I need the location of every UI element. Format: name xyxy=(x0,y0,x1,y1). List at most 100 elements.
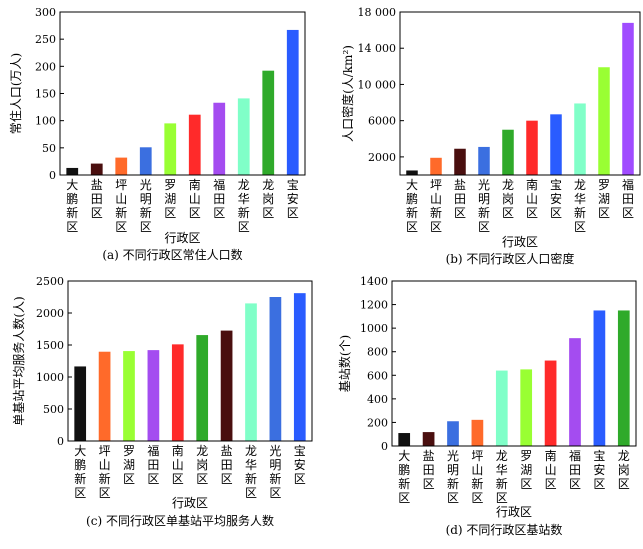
y-tick-label: 200 xyxy=(35,60,56,73)
y-axis-title: 人口密度(人/km²) xyxy=(340,45,355,142)
y-tick-label: 0 xyxy=(381,440,388,453)
bar-9 xyxy=(262,70,275,175)
bar-2 xyxy=(430,157,442,175)
y-tick-label: 150 xyxy=(35,88,56,101)
category-label: 福田区 xyxy=(622,177,634,220)
category-label: 罗湖区 xyxy=(520,449,532,491)
panel-caption: (b) 不同行政区人口密度 xyxy=(446,251,575,266)
bar-6 xyxy=(520,369,533,446)
bar-7 xyxy=(213,102,226,175)
y-tick-label: 800 xyxy=(367,346,388,359)
panel-caption: (d) 不同行政区基站数 xyxy=(446,522,563,537)
category-label: 光明新区 xyxy=(140,178,152,234)
y-tick-label: 1200 xyxy=(360,299,388,312)
category-label: 南山区 xyxy=(172,443,184,486)
bar-3 xyxy=(123,351,135,441)
category-label: 大鹏新区 xyxy=(74,444,86,500)
y-tick-label: 2000 xyxy=(36,307,64,320)
y-tick-label: 300 xyxy=(35,6,56,19)
category-label: 盐田区 xyxy=(91,178,103,220)
bar-7 xyxy=(220,330,233,441)
bar-7 xyxy=(544,360,557,446)
category-label: 宝安区 xyxy=(550,178,562,220)
bar-1 xyxy=(398,433,411,446)
y-tick-label: 2500 xyxy=(36,275,64,288)
y-tick-label: 500 xyxy=(43,403,64,416)
y-axis-title: 单基站平均服务人数(人) xyxy=(11,296,26,425)
panel-caption: (a) 不同行政区常住人口数 xyxy=(102,247,242,262)
bar-5 xyxy=(171,344,184,441)
category-label: 龙岗区 xyxy=(618,449,630,491)
bar-2 xyxy=(422,432,435,446)
bar-9 xyxy=(593,310,606,446)
y-tick-label: 0 xyxy=(49,169,56,182)
bar-4 xyxy=(471,419,484,446)
bar-3 xyxy=(115,157,128,175)
category-label: 宝安区 xyxy=(294,444,306,486)
category-label: 龙岗区 xyxy=(502,178,514,220)
bar-8 xyxy=(569,338,581,446)
y-axis-title: 常住人口(万人) xyxy=(9,53,23,134)
y-tick-label: 14 000 xyxy=(358,42,397,55)
category-label: 南山区 xyxy=(526,177,538,220)
bar-9 xyxy=(598,67,610,175)
bar-6 xyxy=(196,335,209,441)
category-label: 福田区 xyxy=(569,448,581,491)
category-label: 罗湖区 xyxy=(598,178,610,220)
category-label: 宝安区 xyxy=(287,178,299,220)
y-tick-label: 1400 xyxy=(360,275,388,288)
category-label: 龙华新区 xyxy=(496,449,508,505)
x-axis-title: 行政区 xyxy=(172,496,208,510)
category-label: 大鹏新区 xyxy=(66,178,78,234)
bar-7 xyxy=(550,114,562,175)
category-label: 光明新区 xyxy=(447,449,459,505)
category-label: 盐田区 xyxy=(423,449,435,491)
bar-2 xyxy=(98,351,111,441)
category-label: 罗湖区 xyxy=(123,444,135,486)
category-label: 光明新区 xyxy=(478,178,490,234)
bar-4 xyxy=(139,147,152,175)
bar-6 xyxy=(526,120,538,175)
bar-10 xyxy=(617,310,630,446)
bar-6 xyxy=(188,114,201,175)
category-label: 罗湖区 xyxy=(164,178,176,220)
y-tick-label: 1500 xyxy=(36,339,64,352)
y-tick-label: 200 xyxy=(367,416,388,429)
category-label: 坪山新区 xyxy=(99,444,111,500)
bar-3 xyxy=(447,421,459,446)
panel-caption: (c) 不同行政区单基站平均服务人数 xyxy=(86,513,274,528)
y-tick-label: 600 xyxy=(367,369,388,382)
bar-9 xyxy=(269,297,282,441)
bar-1 xyxy=(66,167,79,175)
bar-3 xyxy=(454,148,466,175)
category-label: 南山区 xyxy=(189,177,201,220)
bar-8 xyxy=(245,303,257,441)
x-axis-title: 行政区 xyxy=(164,231,200,245)
y-tick-label: 100 xyxy=(35,115,56,128)
plot-frame xyxy=(391,280,637,447)
bar-10 xyxy=(293,293,306,441)
bar-8 xyxy=(574,103,586,175)
y-tick-label: 10 000 xyxy=(358,78,397,91)
category-label: 大鹏新区 xyxy=(406,178,418,234)
plot-frame xyxy=(399,11,641,176)
y-tick-label: 18 000 xyxy=(358,6,397,19)
bar-5 xyxy=(164,123,177,175)
y-tick-label: 1000 xyxy=(36,371,64,384)
y-tick-label: 250 xyxy=(35,33,56,46)
category-label: 坪山新区 xyxy=(115,178,127,234)
y-tick-label: 6000 xyxy=(368,115,396,128)
category-label: 盐田区 xyxy=(221,444,233,486)
category-label: 光明新区 xyxy=(269,444,281,500)
category-label: 龙岗区 xyxy=(196,444,208,486)
y-axis-title: 基站数(个) xyxy=(337,335,352,392)
category-label: 盐田区 xyxy=(454,178,466,220)
category-label: 福田区 xyxy=(147,443,159,486)
bar-1 xyxy=(406,170,418,175)
category-label: 南山区 xyxy=(545,448,557,491)
bar-5 xyxy=(502,129,514,175)
